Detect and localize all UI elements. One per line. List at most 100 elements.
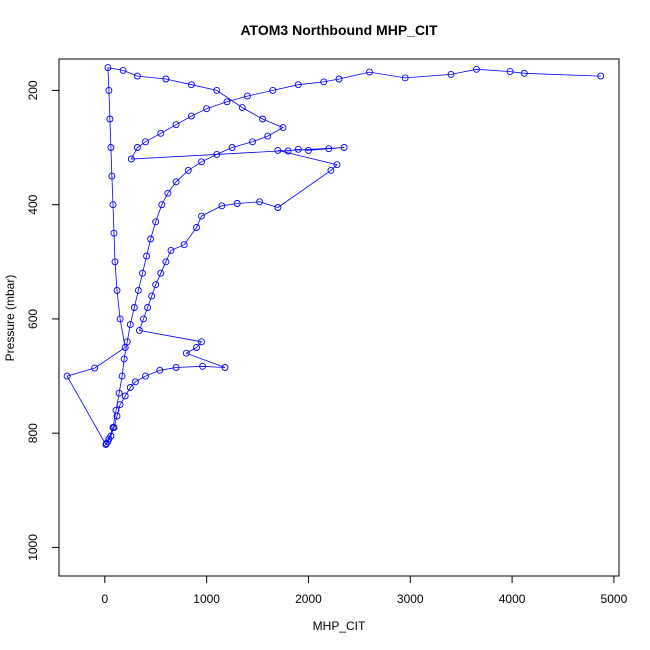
data-point (233, 200, 241, 207)
data-point (198, 212, 205, 220)
data-point (172, 178, 180, 186)
data-point (110, 229, 118, 237)
data-point (187, 81, 195, 89)
data-point (106, 115, 114, 123)
data-point (520, 69, 528, 77)
data-point (294, 81, 302, 89)
data-point (238, 104, 246, 112)
data-point (126, 321, 134, 329)
data-point (340, 144, 348, 151)
x-tick-label: 5000 (601, 592, 628, 606)
data-point (187, 112, 195, 120)
data-layer (63, 64, 605, 449)
data-point (193, 344, 200, 351)
data-point (123, 338, 131, 346)
data-point (325, 145, 333, 153)
data-point (213, 86, 221, 94)
data-point (366, 68, 373, 76)
data-point (193, 224, 200, 231)
data-point (112, 406, 120, 414)
data-point (119, 66, 127, 74)
data-point (158, 201, 166, 209)
y-tick-label: 1000 (26, 534, 40, 561)
data-point (126, 384, 134, 391)
data-point (130, 304, 138, 311)
data-point (333, 161, 341, 169)
data-point (133, 72, 141, 80)
data-point (152, 281, 160, 289)
data-point (143, 252, 151, 260)
data-point (256, 198, 264, 206)
data-point (121, 392, 129, 400)
x-tick-label: 0 (101, 592, 108, 606)
data-point (104, 64, 112, 72)
data-point (118, 372, 126, 380)
data-point (115, 389, 123, 397)
data-point (320, 78, 328, 86)
data-point (140, 315, 147, 323)
y-axis-label: Pressure (mbar) (3, 275, 17, 362)
data-point (142, 372, 149, 380)
data-point (213, 150, 221, 158)
data-point (152, 218, 160, 226)
data-point (274, 204, 282, 211)
data-point (135, 326, 143, 334)
data-point (223, 98, 231, 106)
x-tick-label: 3000 (397, 592, 424, 606)
data-point (199, 362, 207, 370)
x-axis-label: MHP_CIT (313, 619, 366, 633)
data-point (133, 144, 141, 151)
data-point (228, 144, 236, 151)
data-point (127, 155, 135, 163)
data-point (131, 378, 139, 386)
data-point (447, 70, 455, 78)
data-point (327, 166, 335, 174)
data-point (148, 292, 156, 300)
data-point (116, 315, 124, 323)
data-point (164, 189, 172, 197)
y-tick-label: 800 (26, 423, 40, 443)
x-tick-label: 4000 (499, 592, 526, 606)
chart-title: ATOM3 Northbound MHP_CIT (240, 22, 437, 38)
data-point (162, 258, 170, 266)
data-point (109, 424, 117, 431)
data-point (294, 145, 302, 153)
data-point (221, 364, 229, 371)
data-point (156, 366, 164, 374)
data-point (134, 286, 142, 294)
data-point (279, 124, 287, 132)
data-point (264, 132, 272, 140)
data-point (111, 258, 119, 266)
data-point (102, 440, 110, 447)
data-point (597, 72, 605, 80)
data-point (274, 146, 282, 154)
data-point (218, 202, 226, 210)
data-point (249, 138, 256, 146)
data-point (335, 75, 343, 83)
data-point (182, 349, 190, 357)
data-point (203, 105, 211, 113)
data-point (116, 401, 124, 409)
data-point (139, 269, 146, 277)
data-point (243, 92, 251, 100)
data-point (113, 286, 121, 294)
data-point (142, 138, 149, 146)
y-tick-label: 400 (26, 194, 40, 214)
data-point (63, 372, 71, 380)
y-tick-label: 200 (26, 80, 40, 100)
y-axis: 200 400 600 800 1000 (26, 80, 60, 561)
data-point (506, 68, 514, 76)
data-point (172, 121, 180, 129)
data-point (162, 75, 170, 83)
data-point (198, 338, 205, 346)
data-point (305, 146, 312, 154)
data-point (108, 172, 116, 180)
x-tick-label: 2000 (295, 592, 322, 606)
data-point (269, 86, 277, 94)
data-point (91, 364, 99, 372)
data-point (180, 241, 188, 249)
data-point (157, 129, 165, 137)
data-point (105, 86, 113, 94)
data-point (147, 235, 155, 243)
